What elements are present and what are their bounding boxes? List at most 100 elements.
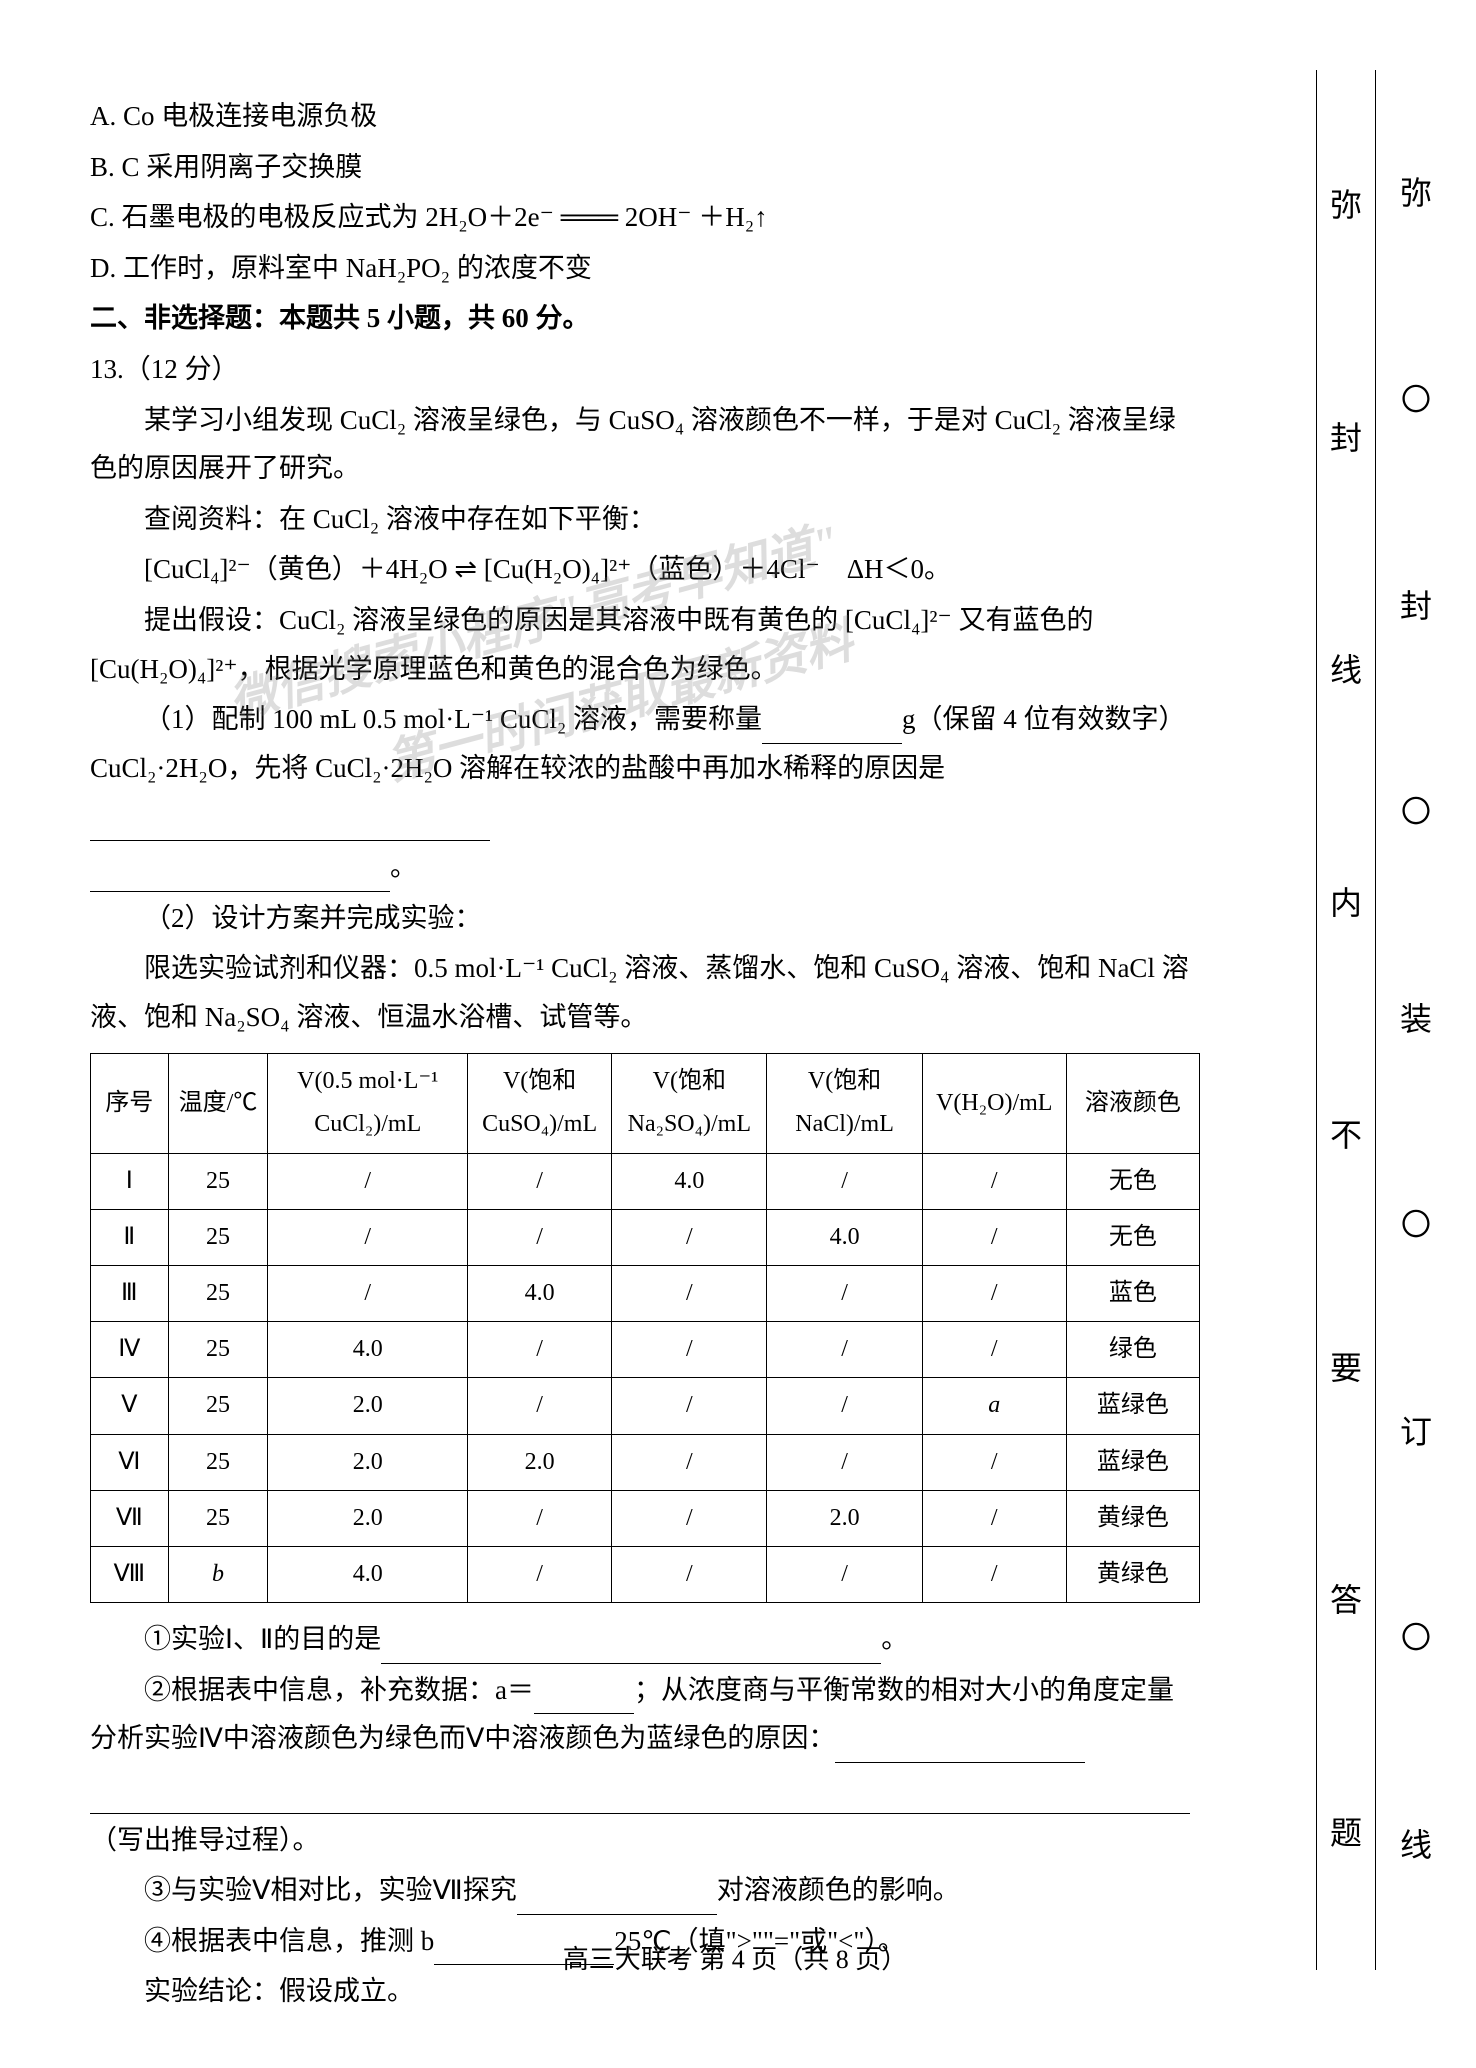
table-cell: /: [767, 1546, 922, 1602]
table-cell: 2.0: [268, 1378, 468, 1434]
table-cell: 2.0: [468, 1434, 612, 1490]
blank-reason2: [90, 859, 390, 891]
table-cell: /: [922, 1322, 1066, 1378]
side-out-6: 订: [1400, 1404, 1432, 1462]
experiment-table: 序号 温度/℃ V(0.5 mol·L⁻¹ CuCl₂)/mL V(饱和 CuS…: [90, 1053, 1200, 1603]
table-cell: 4.0: [767, 1209, 922, 1265]
table-cell: /: [612, 1546, 767, 1602]
option-a: A. Co 电极连接电源负极: [90, 92, 1200, 141]
table-cell: a: [922, 1378, 1066, 1434]
side-in-7: 题: [1330, 1805, 1362, 1863]
blank-factor: [517, 1882, 717, 1914]
q13-p3: 提出假设：CuCl₂ 溶液呈绿色的原因是其溶液中既有黄色的 [CuCl₄]²⁻ …: [90, 596, 1200, 693]
blank-reason-q2b: [90, 1781, 1190, 1813]
side-outer-col: 弥 〇 封 〇 装 〇 订 〇 线: [1376, 70, 1456, 1970]
table-cell: 4.0: [468, 1266, 612, 1322]
table-row: Ⅲ25/4.0///蓝色: [91, 1266, 1200, 1322]
blank-reason1: [90, 809, 490, 841]
th-2: V(0.5 mol·L⁻¹ CuCl₂)/mL: [268, 1054, 468, 1153]
table-cell: 4.0: [268, 1546, 468, 1602]
table-cell: /: [468, 1546, 612, 1602]
side-out-1: 〇: [1401, 374, 1431, 428]
th-1: 温度/℃: [168, 1054, 268, 1153]
table-cell: Ⅴ: [91, 1378, 169, 1434]
table-cell: /: [268, 1153, 468, 1209]
table-cell: /: [767, 1322, 922, 1378]
side-out-7: 〇: [1401, 1612, 1431, 1666]
table-cell: 25: [168, 1266, 268, 1322]
table-row: Ⅵ252.02.0///蓝绿色: [91, 1434, 1200, 1490]
table-body: Ⅰ25//4.0//无色Ⅱ25///4.0/无色Ⅲ25/4.0///蓝色Ⅳ254…: [91, 1153, 1200, 1603]
table-cell: 黄绿色: [1066, 1490, 1199, 1546]
table-cell: Ⅷ: [91, 1546, 169, 1602]
table-cell: 4.0: [268, 1322, 468, 1378]
q13-sub2-head: （2）设计方案并完成实验：: [90, 894, 1200, 943]
blank-a: [534, 1682, 634, 1714]
table-cell: b: [168, 1546, 268, 1602]
q13-q1-b: 。: [881, 1624, 908, 1654]
table-cell: 25: [168, 1153, 268, 1209]
q13-q3-b: 对溶液颜色的影响。: [717, 1875, 960, 1905]
side-in-2: 线: [1330, 642, 1362, 700]
section2-title: 二、非选择题：本题共 5 小题，共 60 分。: [90, 294, 1200, 343]
table-cell: Ⅵ: [91, 1434, 169, 1490]
table-row: Ⅰ25//4.0//无色: [91, 1153, 1200, 1209]
table-cell: /: [922, 1266, 1066, 1322]
table-cell: /: [767, 1153, 922, 1209]
q13-q2: ②根据表中信息，补充数据：a＝；从浓度商与平衡常数的相对大小的角度定量分析实验Ⅳ…: [90, 1666, 1200, 1763]
q13-q3-a: ③与实验Ⅴ相对比，实验Ⅶ探究: [144, 1875, 517, 1905]
table-cell: /: [922, 1490, 1066, 1546]
table-cell: 25: [168, 1490, 268, 1546]
table-cell: /: [612, 1378, 767, 1434]
q13-q2-cont: [90, 1765, 1200, 1814]
table-cell: 2.0: [767, 1490, 922, 1546]
table-cell: /: [468, 1153, 612, 1209]
table-cell: 蓝绿色: [1066, 1378, 1199, 1434]
table-cell: Ⅱ: [91, 1209, 169, 1265]
table-cell: 25: [168, 1378, 268, 1434]
q13-sub1-c: 。: [390, 852, 417, 882]
side-in-3: 内: [1330, 875, 1362, 933]
table-cell: 蓝绿色: [1066, 1434, 1199, 1490]
table-cell: /: [612, 1266, 767, 1322]
table-cell: /: [612, 1434, 767, 1490]
table-cell: 无色: [1066, 1209, 1199, 1265]
option-c: C. 石墨电极的电极反应式为 2H₂O＋2e⁻ ═══ 2OH⁻ ＋H₂↑: [90, 193, 1200, 242]
table-cell: 蓝色: [1066, 1266, 1199, 1322]
table-cell: 25: [168, 1322, 268, 1378]
th-3: V(饱和 CuSO₄)/mL: [468, 1054, 612, 1153]
table-cell: 无色: [1066, 1153, 1199, 1209]
blank-purpose: [381, 1631, 881, 1663]
q13-sub1-cont: 。: [90, 843, 1200, 892]
q13-number: 13.（12 分）: [90, 345, 1200, 394]
q13-p2: 查阅资料：在 CuCl₂ 溶液中存在如下平衡：: [90, 495, 1200, 544]
page-footer: 高三大联考 第 4 页（共 8 页）: [90, 1937, 1380, 1984]
q13-equation: [CuCl₄]²⁻（黄色）＋4H₂O ⇌ [Cu(H₂O)₄]²⁺（蓝色）＋4C…: [90, 545, 1200, 594]
table-cell: Ⅶ: [91, 1490, 169, 1546]
th-0: 序号: [91, 1054, 169, 1153]
side-out-8: 线: [1400, 1817, 1432, 1875]
table-row: Ⅶ252.0//2.0/黄绿色: [91, 1490, 1200, 1546]
table-cell: /: [468, 1378, 612, 1434]
table-cell: /: [767, 1434, 922, 1490]
option-b: B. C 采用阴离子交换膜: [90, 143, 1200, 192]
table-cell: /: [922, 1209, 1066, 1265]
q13-p1: 某学习小组发现 CuCl₂ 溶液呈绿色，与 CuSO₄ 溶液颜色不一样，于是对 …: [90, 396, 1200, 493]
table-cell: Ⅰ: [91, 1153, 169, 1209]
q13-q1-a: ①实验Ⅰ、Ⅱ的目的是: [144, 1624, 381, 1654]
side-out-3: 〇: [1401, 786, 1431, 840]
q13-sub1: （1）配制 100 mL 0.5 mol·L⁻¹ CuCl₂ 溶液，需要称量g（…: [90, 695, 1200, 841]
table-cell: /: [468, 1322, 612, 1378]
table-cell: /: [767, 1266, 922, 1322]
table-cell: Ⅲ: [91, 1266, 169, 1322]
table-row: Ⅷb4.0////黄绿色: [91, 1546, 1200, 1602]
q13-q2-a: ②根据表中信息，补充数据：a＝: [144, 1675, 534, 1705]
binding-sidebar: 弥 封 线 内 不 要 答 题 弥 〇 封 〇 装 〇 订 〇 线: [1316, 70, 1476, 1970]
table-cell: 25: [168, 1434, 268, 1490]
q13-q3: ③与实验Ⅴ相对比，实验Ⅶ探究 对溶液颜色的影响。: [90, 1866, 1200, 1915]
table-cell: /: [468, 1209, 612, 1265]
side-in-5: 要: [1330, 1340, 1362, 1398]
th-7: 溶液颜色: [1066, 1054, 1199, 1153]
table-row: Ⅳ254.0////绿色: [91, 1322, 1200, 1378]
q13-q1: ①实验Ⅰ、Ⅱ的目的是 。: [90, 1615, 1200, 1664]
